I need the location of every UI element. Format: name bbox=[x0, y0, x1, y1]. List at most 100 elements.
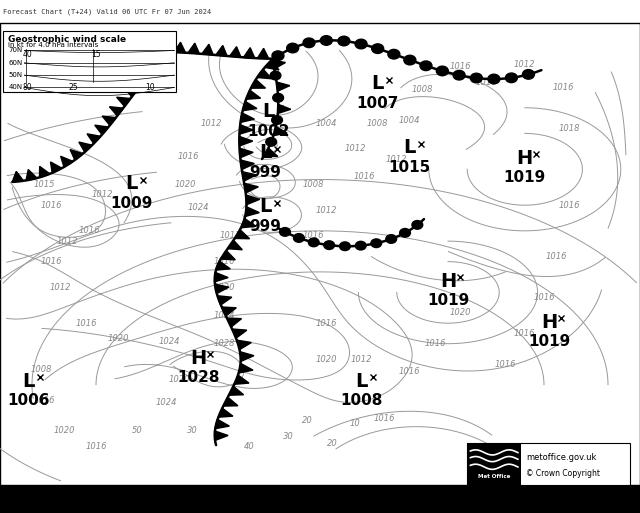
Text: 1016: 1016 bbox=[533, 293, 555, 302]
Text: 1020: 1020 bbox=[53, 426, 75, 436]
Text: 70N: 70N bbox=[8, 48, 22, 53]
Bar bbox=[3, 31, 176, 92]
Text: 1016: 1016 bbox=[476, 77, 497, 87]
Polygon shape bbox=[251, 80, 266, 88]
Polygon shape bbox=[132, 78, 145, 87]
Text: 1020: 1020 bbox=[316, 354, 337, 364]
Text: in kt for 4.0 hPa intervals: in kt for 4.0 hPa intervals bbox=[8, 42, 99, 48]
Circle shape bbox=[287, 43, 299, 53]
Text: 20: 20 bbox=[328, 439, 338, 448]
Circle shape bbox=[340, 242, 350, 250]
Polygon shape bbox=[276, 82, 290, 91]
Bar bbox=[467, 443, 630, 485]
Text: 1016: 1016 bbox=[373, 413, 395, 423]
Text: 10: 10 bbox=[350, 419, 360, 428]
Text: L: L bbox=[125, 174, 138, 193]
Polygon shape bbox=[241, 113, 255, 123]
Polygon shape bbox=[246, 207, 259, 216]
Text: metoffice.gov.uk: metoffice.gov.uk bbox=[526, 453, 596, 462]
Text: 1016: 1016 bbox=[40, 257, 62, 266]
Circle shape bbox=[372, 44, 383, 53]
Text: L: L bbox=[371, 74, 384, 93]
Text: 1016: 1016 bbox=[85, 442, 107, 451]
Circle shape bbox=[321, 36, 332, 45]
Text: 1016: 1016 bbox=[178, 152, 200, 161]
Text: H: H bbox=[516, 148, 533, 168]
Bar bbox=[0, 485, 640, 513]
Polygon shape bbox=[223, 397, 238, 406]
Text: 30: 30 bbox=[283, 431, 293, 441]
Text: 1016: 1016 bbox=[424, 339, 446, 348]
Text: © Crown Copyright: © Crown Copyright bbox=[526, 468, 600, 478]
Circle shape bbox=[388, 49, 400, 59]
Polygon shape bbox=[87, 134, 100, 144]
Text: 1002: 1002 bbox=[248, 124, 290, 139]
Polygon shape bbox=[12, 171, 24, 182]
Text: L: L bbox=[259, 197, 272, 216]
Polygon shape bbox=[221, 250, 236, 260]
Polygon shape bbox=[246, 195, 260, 205]
Polygon shape bbox=[246, 90, 260, 100]
Polygon shape bbox=[218, 408, 233, 417]
Polygon shape bbox=[235, 230, 250, 239]
Text: 1020: 1020 bbox=[213, 283, 235, 292]
Text: 1016: 1016 bbox=[514, 329, 536, 338]
Text: H: H bbox=[190, 348, 207, 368]
Text: 1016: 1016 bbox=[316, 319, 337, 328]
Text: 1024: 1024 bbox=[188, 203, 209, 212]
Polygon shape bbox=[257, 48, 269, 58]
Text: 999: 999 bbox=[250, 165, 282, 180]
Text: 15: 15 bbox=[91, 50, 101, 60]
Text: 20: 20 bbox=[302, 416, 312, 425]
Text: 1012: 1012 bbox=[200, 119, 222, 128]
Text: 1020: 1020 bbox=[108, 334, 129, 343]
Circle shape bbox=[399, 228, 410, 237]
Circle shape bbox=[371, 239, 381, 248]
Polygon shape bbox=[239, 364, 253, 373]
Polygon shape bbox=[70, 150, 83, 160]
Polygon shape bbox=[140, 68, 154, 78]
Text: 40N: 40N bbox=[8, 85, 22, 90]
Text: 1016: 1016 bbox=[40, 201, 62, 210]
Polygon shape bbox=[218, 295, 232, 305]
Text: 1028: 1028 bbox=[177, 370, 220, 385]
Text: 1024: 1024 bbox=[159, 337, 180, 346]
Circle shape bbox=[324, 241, 335, 249]
Polygon shape bbox=[239, 136, 253, 146]
Polygon shape bbox=[243, 102, 257, 111]
Text: 1016: 1016 bbox=[559, 201, 580, 210]
Text: 1016: 1016 bbox=[450, 62, 472, 71]
Circle shape bbox=[355, 39, 367, 49]
Text: 1004: 1004 bbox=[399, 116, 420, 125]
Polygon shape bbox=[174, 42, 186, 53]
Text: 60N: 60N bbox=[8, 60, 22, 66]
Polygon shape bbox=[242, 172, 256, 181]
Circle shape bbox=[453, 70, 465, 80]
Polygon shape bbox=[227, 318, 241, 327]
Polygon shape bbox=[234, 375, 249, 384]
Polygon shape bbox=[273, 127, 287, 135]
Polygon shape bbox=[61, 156, 73, 167]
Text: Geostrophic wind scale: Geostrophic wind scale bbox=[8, 35, 127, 44]
Polygon shape bbox=[214, 431, 228, 441]
Polygon shape bbox=[257, 69, 271, 79]
Text: 1016: 1016 bbox=[303, 231, 324, 241]
Text: 1012: 1012 bbox=[344, 144, 366, 153]
Circle shape bbox=[308, 238, 319, 247]
Polygon shape bbox=[116, 97, 131, 106]
Text: H: H bbox=[440, 271, 456, 291]
Polygon shape bbox=[148, 59, 162, 69]
Circle shape bbox=[470, 73, 483, 83]
Text: 1012: 1012 bbox=[56, 236, 78, 246]
Circle shape bbox=[303, 38, 315, 48]
Polygon shape bbox=[228, 240, 243, 250]
Text: 1012: 1012 bbox=[351, 354, 372, 364]
Text: 1018: 1018 bbox=[559, 124, 580, 133]
Text: L: L bbox=[403, 138, 416, 157]
Text: 1015: 1015 bbox=[34, 180, 56, 189]
Polygon shape bbox=[214, 272, 228, 282]
Text: 1012: 1012 bbox=[386, 154, 408, 164]
Circle shape bbox=[271, 116, 282, 124]
Text: 1007: 1007 bbox=[356, 95, 399, 111]
Circle shape bbox=[488, 74, 500, 84]
